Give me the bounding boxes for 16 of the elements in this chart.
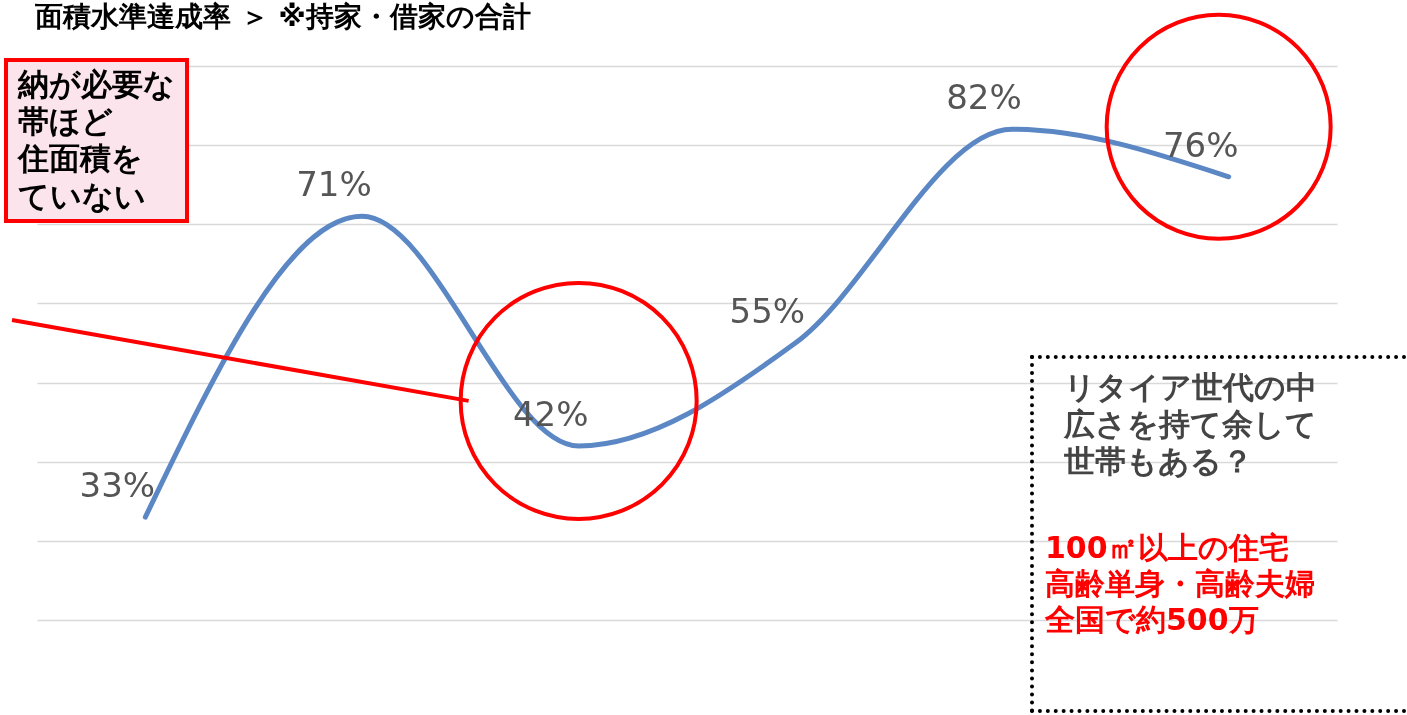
chart-title: 面積水準達成率 ＞ ※持家・借家の合計 — [34, 0, 531, 33]
callout-frame: 納が必要な 帯ほど 住面積を ていない — [4, 58, 189, 223]
data-label: 55% — [729, 291, 806, 331]
data-label: 71% — [296, 164, 372, 205]
annotation: 広さを持て余して — [1064, 406, 1318, 444]
text: 全国で約500万 — [1045, 602, 1260, 638]
annotation: 世帯もある？ — [1064, 443, 1254, 481]
data-label: 82% — [946, 77, 1022, 118]
data-label: 76% — [1162, 124, 1239, 165]
text: 100㎡以上の住宅 — [1045, 530, 1290, 566]
annotation: ていない — [18, 177, 147, 215]
annotation: 帯ほど — [18, 103, 114, 141]
annotation: リタイア世代の中 — [1064, 369, 1318, 407]
text: 高齢単身・高齢夫婦 — [1045, 566, 1315, 602]
annotation: 住面積を — [18, 140, 144, 178]
data-label: 33% — [79, 465, 156, 506]
